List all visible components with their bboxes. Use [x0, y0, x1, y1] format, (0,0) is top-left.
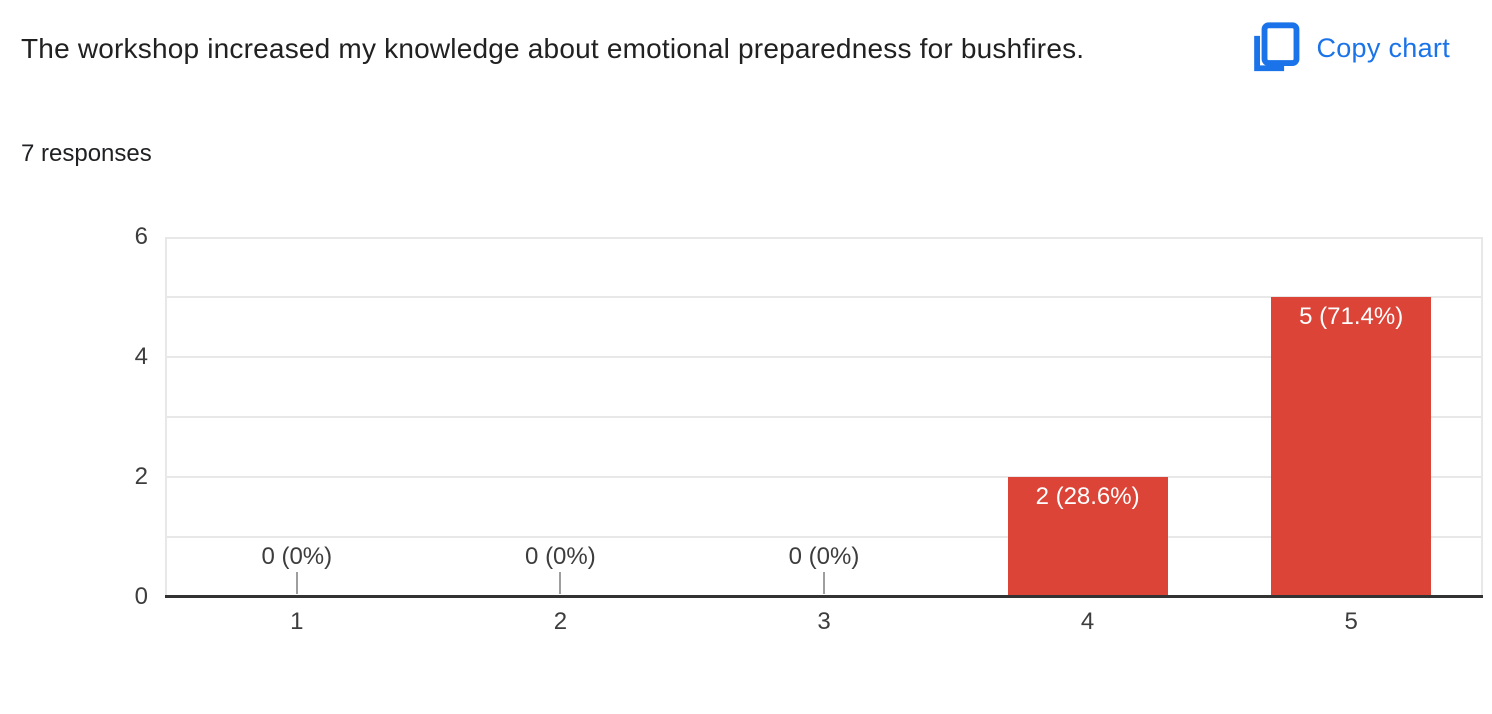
y-tick-label: 0 — [134, 583, 148, 610]
zero-value-label: 0 (0%) — [261, 543, 333, 570]
y-tick-label: 2 — [134, 463, 148, 490]
copy-chart-button[interactable]: Copy chart — [1249, 20, 1450, 76]
x-tick-label-2: 2 — [553, 608, 568, 635]
zero-value-stem — [295, 572, 298, 594]
question-title: The workshop increased my knowledge abou… — [21, 33, 1085, 64]
gridline-y1 — [165, 536, 1483, 538]
plot-area: 0 (0%) 1 0 (0%) 2 0 (0%) 3 2 (28.6%) 4 5 (71.4%)… — [165, 237, 1483, 635]
y-tick-label: 4 — [134, 343, 148, 370]
y-axis: 0 2 4 6 — [0, 223, 148, 610]
gridline-y5 — [165, 296, 1483, 298]
zero-value-label: 0 (0%) — [525, 543, 596, 570]
bar-category-5 — [1271, 297, 1432, 597]
bar-category-4 — [1007, 477, 1168, 597]
zero-value-label: 0 (0%) — [788, 543, 860, 570]
gridline-y6 — [165, 237, 1483, 239]
copy-chart-icon — [1249, 20, 1303, 76]
y-tick-label: 6 — [134, 223, 148, 250]
gridline-y2 — [165, 476, 1483, 478]
gridline-y4 — [165, 356, 1483, 358]
gridline-y3 — [165, 416, 1483, 418]
bar-value-label: 5 (71.4%) — [1299, 303, 1404, 330]
zero-value-stem — [559, 572, 562, 594]
x-tick-label-4: 4 — [1080, 608, 1095, 635]
x-tick-label-5: 5 — [1344, 608, 1358, 635]
zero-value-stem — [823, 572, 825, 594]
bar-value-label: 2 (28.6%) — [1035, 483, 1140, 510]
x-tick-label-1: 1 — [290, 608, 304, 635]
copy-chart-label: Copy chart — [1316, 32, 1450, 63]
x-axis-baseline — [165, 595, 1483, 598]
x-tick-label-3: 3 — [817, 608, 831, 635]
response-count: 7 responses — [21, 140, 152, 167]
